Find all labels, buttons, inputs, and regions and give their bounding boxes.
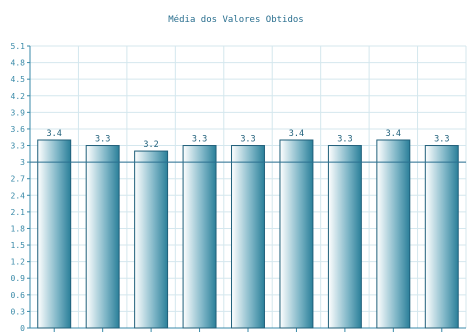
bar <box>279 139 314 329</box>
bar <box>85 145 120 329</box>
data-label: 3.4 <box>386 129 401 139</box>
y-tick-label: 0.3 <box>11 307 26 316</box>
y-tick-label: 0.6 <box>11 291 26 300</box>
data-labels: 3.4 3.3 3.2 3.3 3.3 3.4 3.3 3.4 3.3 <box>30 129 466 163</box>
y-tick-label: 3.9 <box>11 108 26 117</box>
data-label: 3.3 <box>337 135 352 145</box>
y-tick-label: 4.8 <box>11 59 26 68</box>
data-label: 3.3 <box>434 135 449 145</box>
data-label: 3.2 <box>143 140 158 150</box>
y-tick-label: 1.2 <box>11 258 26 267</box>
bar <box>376 139 411 329</box>
y-tick-label: 1.5 <box>11 241 26 250</box>
y-tick-label: 1.8 <box>11 224 26 233</box>
y-tick-label: 3.6 <box>11 125 26 134</box>
y-tick-label: 0 <box>20 324 25 333</box>
y-tick-label: 2.1 <box>11 208 26 217</box>
bars <box>37 139 459 329</box>
data-label: 3.4 <box>47 129 62 139</box>
data-label: 3.3 <box>240 135 255 145</box>
y-tick-label: 3.3 <box>11 142 26 151</box>
y-tick-label: 5.1 <box>11 42 26 51</box>
data-label: 3.4 <box>289 129 304 139</box>
bar <box>231 145 265 329</box>
bar <box>424 145 459 329</box>
y-tick-label: 2.7 <box>11 175 26 184</box>
y-tick-label: 4.5 <box>11 75 26 84</box>
bar <box>134 150 169 329</box>
bar <box>182 145 217 329</box>
y-tick-label: 3 <box>20 158 25 167</box>
y-tick-label: 4.2 <box>11 92 26 101</box>
data-label: 3.3 <box>192 135 207 145</box>
data-label: 3.3 <box>95 135 110 145</box>
y-tick-label: 2.4 <box>11 191 26 200</box>
bar <box>37 139 72 329</box>
y-tick-label: 0.9 <box>11 274 26 283</box>
bar <box>327 145 362 329</box>
chart-title: Média dos Valores Obtidos <box>168 14 303 25</box>
